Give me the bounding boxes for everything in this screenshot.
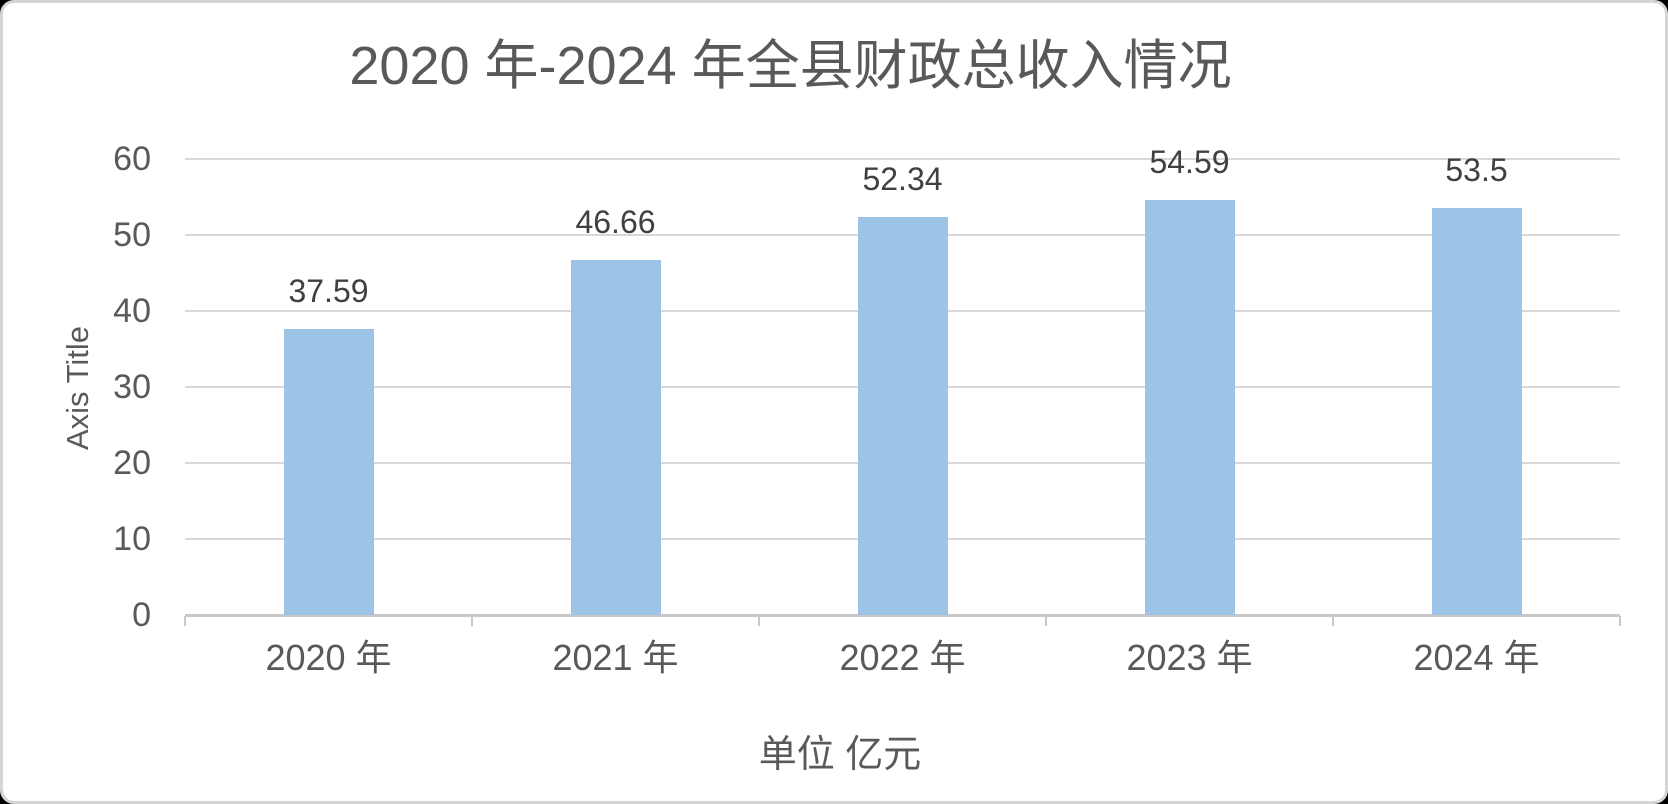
x-axis-category-label: 2023 年: [1126, 637, 1253, 678]
bar-2022年[interactable]: [857, 217, 948, 615]
x-axis-category-label: 2020 年: [265, 637, 392, 678]
bar-data-label: 46.66: [575, 204, 656, 241]
y-axis-tick-label: 30: [113, 368, 151, 406]
bar-2021年[interactable]: [570, 260, 661, 615]
bar-2023年[interactable]: [1144, 200, 1235, 615]
x-axis-category-label: 2021 年: [552, 637, 679, 678]
x-axis-category-label: 2022 年: [839, 637, 966, 678]
y-axis-tick-label: 40: [113, 292, 151, 330]
x-axis-category-label: 2024 年: [1413, 637, 1540, 678]
y-axis-tick-label: 10: [113, 520, 151, 558]
x-axis-tick: [758, 616, 760, 626]
chart-title: 2020 年-2024 年全县财政总收入情况: [349, 36, 1232, 96]
gridline-y-60: [185, 158, 1620, 160]
y-axis-tick-label: 50: [113, 216, 151, 254]
x-axis-tick: [1045, 616, 1047, 626]
bar-data-label: 54.59: [1149, 144, 1230, 181]
x-axis-tick: [1619, 616, 1621, 626]
x-axis-tick: [1332, 616, 1334, 626]
x-axis-tick: [471, 616, 473, 626]
x-axis-line: [185, 614, 1620, 617]
bar-data-label: 52.34: [862, 161, 943, 198]
y-axis-tick-label: 0: [132, 596, 151, 634]
bar-2020年[interactable]: [283, 329, 374, 615]
x-axis-unit-label: 单位 亿元: [758, 734, 922, 776]
bar-data-label: 53.5: [1445, 152, 1508, 189]
y-axis-tick-label: 20: [113, 444, 151, 482]
bar-2024年[interactable]: [1431, 208, 1522, 615]
bar-data-label: 37.59: [288, 273, 369, 310]
y-axis-tick-label: 60: [113, 140, 151, 178]
x-axis-tick: [184, 616, 186, 626]
